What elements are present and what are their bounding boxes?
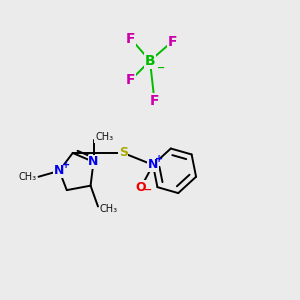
- Text: F: F: [126, 73, 135, 87]
- Text: F: F: [167, 34, 177, 49]
- Text: N: N: [88, 155, 99, 168]
- Text: N: N: [148, 158, 158, 171]
- Text: +: +: [62, 160, 70, 170]
- Text: F: F: [126, 32, 135, 46]
- Text: +: +: [155, 154, 164, 164]
- Text: B: B: [145, 54, 155, 68]
- Text: CH₃: CH₃: [95, 132, 113, 142]
- Text: −: −: [157, 63, 165, 73]
- Text: −: −: [144, 184, 152, 194]
- Text: CH₃: CH₃: [18, 172, 36, 182]
- Text: S: S: [119, 146, 128, 160]
- Text: F: F: [150, 94, 159, 108]
- Text: O: O: [136, 181, 146, 194]
- Text: N: N: [54, 164, 64, 177]
- Text: CH₃: CH₃: [100, 204, 118, 214]
